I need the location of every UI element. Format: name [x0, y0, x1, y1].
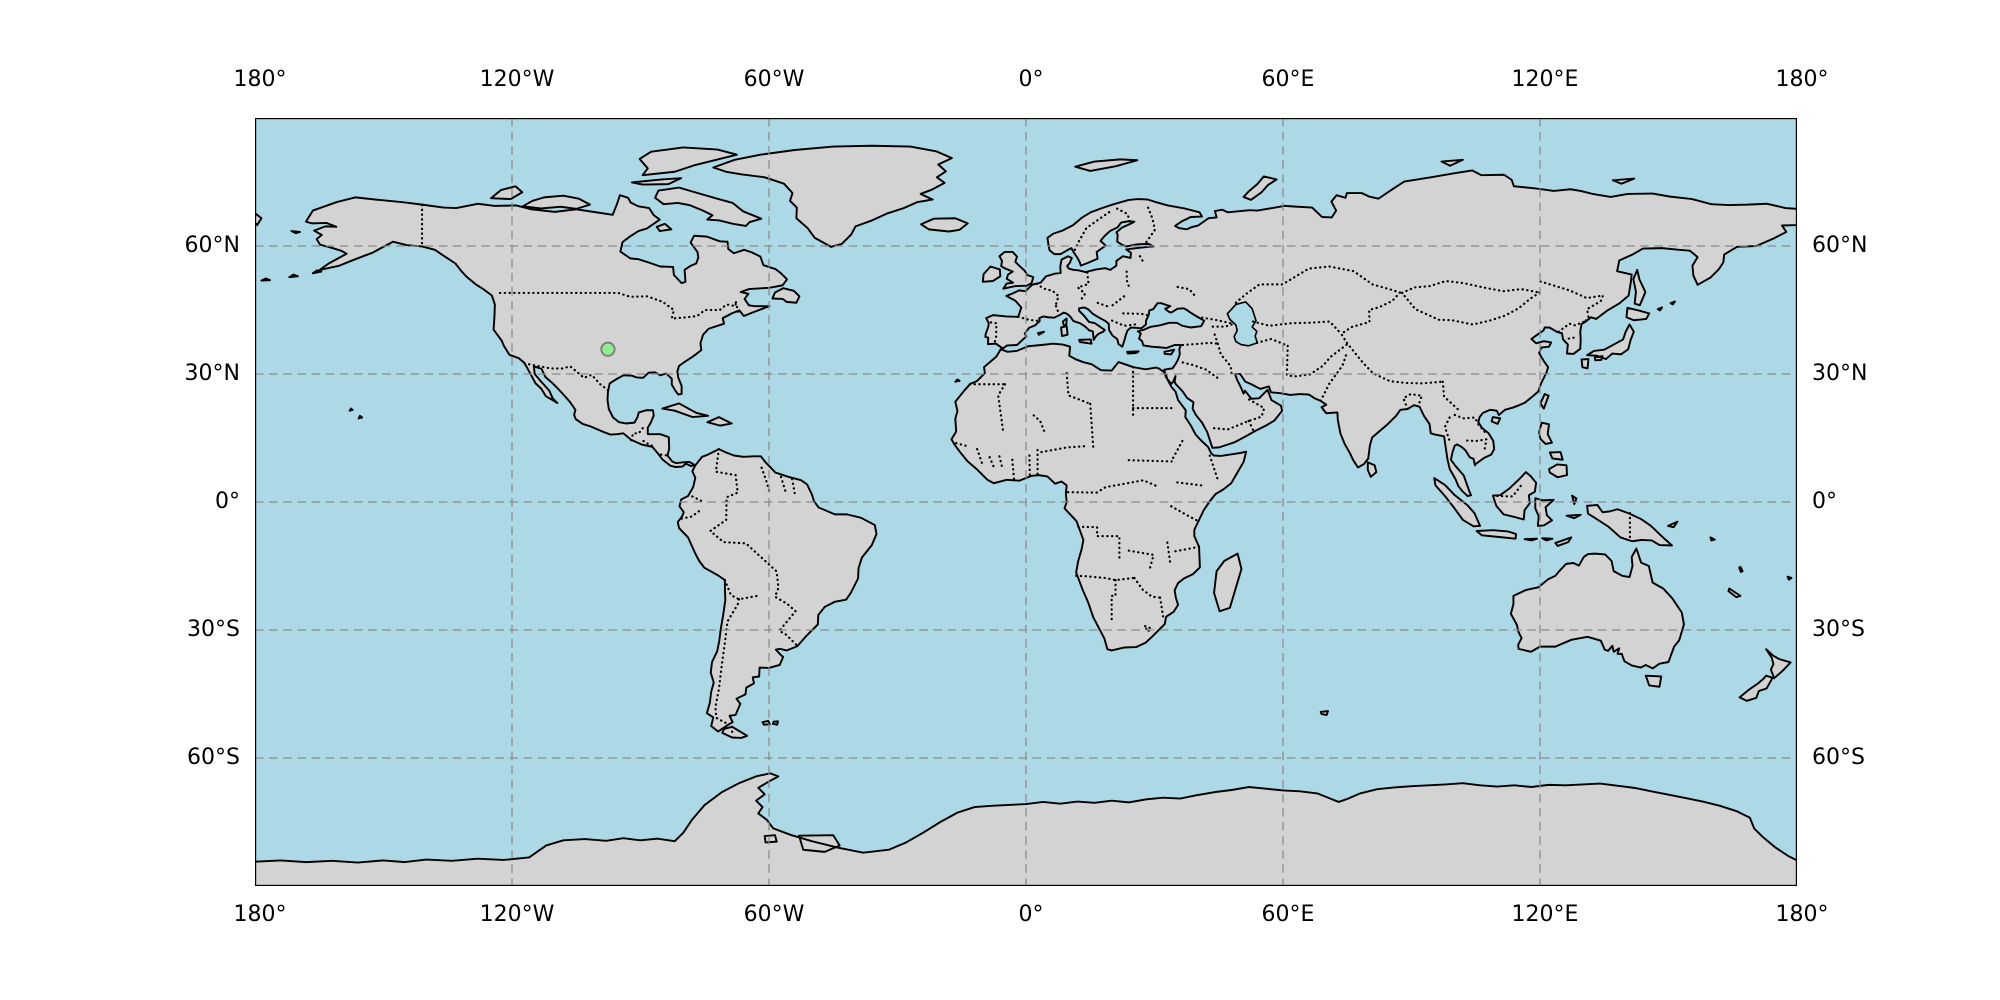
tick-label-bottom-60e: 60°E	[1261, 902, 1315, 927]
tick-label-bottom-0: 0°	[1018, 902, 1044, 927]
tick-label-bottom-120w: 120°W	[479, 902, 555, 927]
tick-label-right-30n: 30°N	[1812, 361, 1868, 386]
tick-label-bottom-120e: 120°E	[1511, 902, 1579, 927]
tick-label-top-180e: 180°	[1775, 67, 1829, 92]
tick-label-right-60s: 60°S	[1812, 745, 1865, 770]
tick-label-top-120e: 120°E	[1511, 67, 1579, 92]
tick-label-top-120w: 120°W	[479, 67, 555, 92]
tick-label-left-60s: 60°S	[187, 745, 240, 770]
country-borders	[420, 203, 1632, 738]
tick-label-bottom-180w: 180°	[233, 902, 287, 927]
tick-label-top-0: 0°	[1018, 67, 1044, 92]
tick-label-left-30n: 30°N	[184, 361, 240, 386]
tick-label-right-30s: 30°S	[1812, 617, 1865, 642]
tick-label-right-0: 0°	[1812, 489, 1837, 514]
world-map	[255, 118, 1797, 886]
tick-label-top-60e: 60°E	[1261, 67, 1315, 92]
tick-label-bottom-180e: 180°	[1775, 902, 1829, 927]
tick-label-right-60n: 60°N	[1812, 233, 1868, 258]
tick-label-left-30s: 30°S	[187, 617, 240, 642]
data-point-marker	[600, 341, 616, 357]
tick-label-left-0: 0°	[215, 489, 240, 514]
tick-label-top-180w: 180°	[233, 67, 287, 92]
tick-label-left-60n: 60°N	[184, 233, 240, 258]
tick-label-top-60w: 60°W	[743, 67, 805, 92]
tick-label-bottom-60w: 60°W	[743, 902, 805, 927]
landmasses-coastlines	[255, 144, 1797, 886]
gridlines	[255, 118, 1797, 886]
